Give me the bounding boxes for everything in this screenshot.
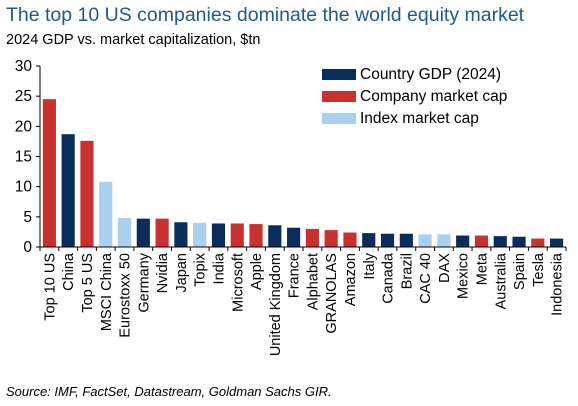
legend-swatch-company xyxy=(322,91,356,102)
x-tick-label: Alphabet xyxy=(305,253,321,310)
x-tick-label: Eurostoxx 50 xyxy=(118,253,134,338)
bar-group xyxy=(42,99,564,248)
legend-label-company: Company market cap xyxy=(360,88,507,105)
x-tick-label: Canada xyxy=(381,252,397,304)
bar-dax xyxy=(437,234,451,247)
bar-china xyxy=(61,134,75,247)
legend: Country GDP (2024) Company market cap Inde… xyxy=(322,66,507,127)
bar-apple xyxy=(249,224,263,247)
bar-granolas xyxy=(324,230,338,247)
bar-germany xyxy=(136,218,150,247)
x-tick-label: Spain xyxy=(512,253,528,290)
bar-nvidia xyxy=(155,218,169,247)
x-tick-label: Indonesia xyxy=(550,252,566,316)
bar-cac-40 xyxy=(418,234,432,247)
legend-swatch-country xyxy=(322,69,356,80)
bar-indonesia xyxy=(550,238,564,247)
bar-france xyxy=(287,227,301,247)
chart-title: The top 10 US companies dominate the wor… xyxy=(6,4,525,26)
x-axis: Top 10 US China Top 5 US MSCI China Eurostox… xyxy=(39,246,567,356)
bar-australia xyxy=(493,236,507,247)
bar-italy xyxy=(362,233,376,247)
x-tick-label: India xyxy=(211,252,227,284)
legend-label-index: Index market cap xyxy=(360,110,479,127)
bar-mexico xyxy=(456,235,470,247)
y-tick-label: 0 xyxy=(23,239,32,256)
y-tick-label: 20 xyxy=(15,118,33,135)
bar-meta xyxy=(474,235,489,247)
x-tick-label: Topix xyxy=(193,252,209,287)
bar-msci-china xyxy=(99,181,113,247)
y-tick-label: 5 xyxy=(23,209,32,226)
x-tick-label: Japan xyxy=(174,253,190,293)
x-tick-label: Top 5 US xyxy=(80,253,96,313)
legend-swatch-index xyxy=(322,113,356,124)
x-tick-label: France xyxy=(287,253,303,298)
bar-topix xyxy=(193,222,207,247)
x-tick-label: Brazil xyxy=(399,253,415,289)
y-tick-label: 10 xyxy=(15,179,33,196)
x-tick-label: MSCI China xyxy=(99,252,115,331)
x-tick-label: Italy xyxy=(362,252,378,279)
bar-spain xyxy=(512,236,526,247)
x-tick-label: CAC 40 xyxy=(418,253,434,304)
bar-top-10-us xyxy=(42,99,56,248)
bar-microsoft xyxy=(230,223,244,247)
x-tick-label: Germany xyxy=(136,252,152,312)
x-tick-label: Australia xyxy=(493,252,509,309)
x-tick-label: Tesla xyxy=(531,252,547,287)
x-tick-label: China xyxy=(61,252,77,291)
y-tick-label: 30 xyxy=(15,58,33,75)
bar-brazil xyxy=(399,233,413,247)
bar-india xyxy=(211,223,226,247)
bar-canada xyxy=(380,233,395,247)
y-tick-label: 15 xyxy=(15,149,32,166)
legend-label-country: Country GDP (2024) xyxy=(360,66,501,83)
bar-top-5-us xyxy=(80,140,94,247)
source-note: Source: IMF, FactSet, Datastream, Goldma… xyxy=(6,384,332,399)
x-tick-label: DAX xyxy=(437,253,453,283)
x-tick-label: Apple xyxy=(249,253,265,290)
x-tick-label: Top 10 US xyxy=(42,253,58,321)
bar-eurostoxx-50 xyxy=(117,218,132,247)
x-tick-label: United Kingdom xyxy=(268,253,284,356)
x-tick-label: Mexico xyxy=(456,253,472,299)
bar-alphabet xyxy=(305,228,319,247)
x-tick-label: Microsoft xyxy=(230,253,246,312)
x-tick-label: Nvidia xyxy=(155,252,171,293)
bar-tesla xyxy=(531,238,545,247)
y-axis: 0 5 10 15 20 25 30 xyxy=(15,58,41,256)
bar-japan xyxy=(174,222,188,247)
bar-united-kingdom xyxy=(268,225,282,247)
bar-amazon xyxy=(343,232,357,247)
x-tick-label: Amazon xyxy=(343,253,359,306)
y-tick-label: 25 xyxy=(15,88,32,105)
x-tick-label: Meta xyxy=(474,252,490,285)
chart-subtitle: 2024 GDP vs. market capitalization, $tn xyxy=(6,32,261,48)
x-tick-label: GRANOLAS xyxy=(324,253,340,334)
